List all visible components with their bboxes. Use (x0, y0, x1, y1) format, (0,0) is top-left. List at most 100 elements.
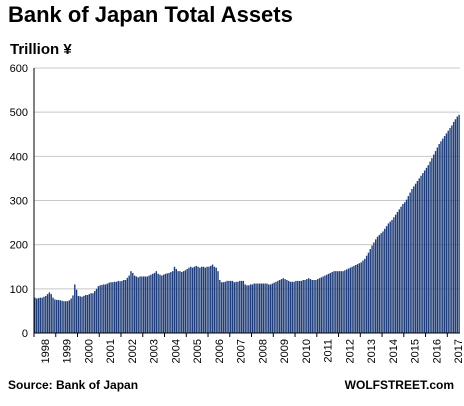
y-tick-label: 400 (10, 151, 28, 163)
data-bar (84, 295, 87, 333)
data-bar (315, 280, 317, 333)
source-note: Source: Bank of Japan (8, 378, 139, 392)
data-bar (181, 272, 183, 333)
data-bar (112, 282, 114, 333)
data-bar (195, 265, 197, 333)
data-bar (409, 192, 411, 333)
y-tick-label: 100 (10, 284, 28, 296)
x-tick-label: 2012 (344, 339, 356, 363)
data-bar (124, 280, 127, 333)
data-bar (117, 280, 120, 333)
data-bar (135, 276, 138, 333)
data-bar (155, 271, 158, 333)
data-bar (208, 266, 210, 333)
data-bar (264, 283, 266, 333)
data-bar (233, 282, 236, 333)
data-bar (104, 284, 107, 333)
data-bar (358, 263, 361, 333)
data-bar (414, 183, 417, 333)
data-bar (126, 277, 129, 333)
data-bar (171, 271, 174, 333)
data-bar (326, 274, 328, 333)
data-bar (150, 274, 152, 333)
data-bar (306, 279, 308, 333)
data-bar (97, 286, 100, 333)
data-bar (342, 271, 344, 333)
data-bar (99, 285, 101, 333)
data-bar (427, 165, 429, 333)
data-bar (161, 275, 163, 333)
data-bar (324, 275, 326, 333)
data-bar (222, 282, 225, 333)
data-bar (297, 280, 299, 333)
data-bar (425, 167, 428, 333)
data-bar (224, 281, 226, 333)
data-bar (94, 291, 96, 333)
data-bar (438, 143, 440, 333)
x-tick-label: 2013 (366, 339, 378, 363)
x-tick-label: 2016 (431, 339, 443, 363)
data-bar (148, 275, 150, 333)
data-bar (289, 281, 292, 333)
x-tick-label: 2011 (323, 339, 335, 363)
data-bar (130, 271, 132, 333)
data-bar (385, 226, 388, 333)
x-tick-label: 2014 (388, 339, 400, 363)
data-bar (300, 280, 303, 333)
data-bar (387, 223, 390, 333)
data-bar (61, 300, 63, 333)
data-bar (182, 271, 185, 333)
data-bar (193, 266, 196, 333)
data-bar (190, 266, 192, 333)
data-bar (175, 268, 178, 333)
data-bar (188, 267, 190, 333)
data-bar (177, 271, 179, 333)
chart-title: Bank of Japan Total Assets (8, 2, 293, 27)
data-bar (402, 204, 404, 333)
data-bar (322, 276, 324, 333)
data-bar (128, 275, 130, 333)
data-bar (407, 196, 410, 333)
data-bar (74, 284, 76, 333)
data-bar (454, 119, 457, 333)
data-bar (43, 296, 45, 333)
data-bar (244, 284, 246, 333)
data-bar (106, 283, 109, 333)
data-bar (88, 294, 90, 333)
x-tick-label: 2001 (105, 339, 117, 363)
data-bar (309, 279, 312, 333)
data-bar (206, 266, 208, 333)
data-bar (115, 281, 118, 333)
data-bar (369, 249, 371, 333)
data-bar (240, 280, 243, 333)
data-bar (345, 269, 348, 333)
data-bar (65, 301, 67, 333)
data-bar (282, 278, 284, 333)
data-bar (364, 258, 366, 333)
x-tick-label: 2015 (410, 339, 422, 363)
data-bar (451, 125, 453, 334)
y-tick-label: 600 (10, 63, 28, 75)
data-bar (449, 128, 451, 333)
y-tick-label: 200 (10, 240, 28, 252)
data-bar (331, 272, 333, 333)
x-tick-label: 2003 (149, 339, 161, 363)
data-bar (229, 280, 232, 333)
data-bar (400, 206, 402, 333)
data-bar (273, 282, 275, 333)
data-bar (404, 202, 406, 333)
data-bar (204, 267, 207, 333)
data-bar (445, 133, 448, 333)
data-bar (86, 295, 89, 333)
data-bar (456, 116, 458, 333)
data-bar (228, 280, 230, 333)
data-bar (202, 266, 205, 333)
data-bar (95, 288, 98, 333)
data-bar (179, 271, 181, 333)
data-bar (200, 266, 203, 333)
data-bar (280, 279, 283, 333)
data-bar (351, 266, 353, 333)
data-bar (68, 300, 71, 333)
x-tick-label: 2017 (453, 339, 464, 363)
data-bar (293, 281, 295, 333)
